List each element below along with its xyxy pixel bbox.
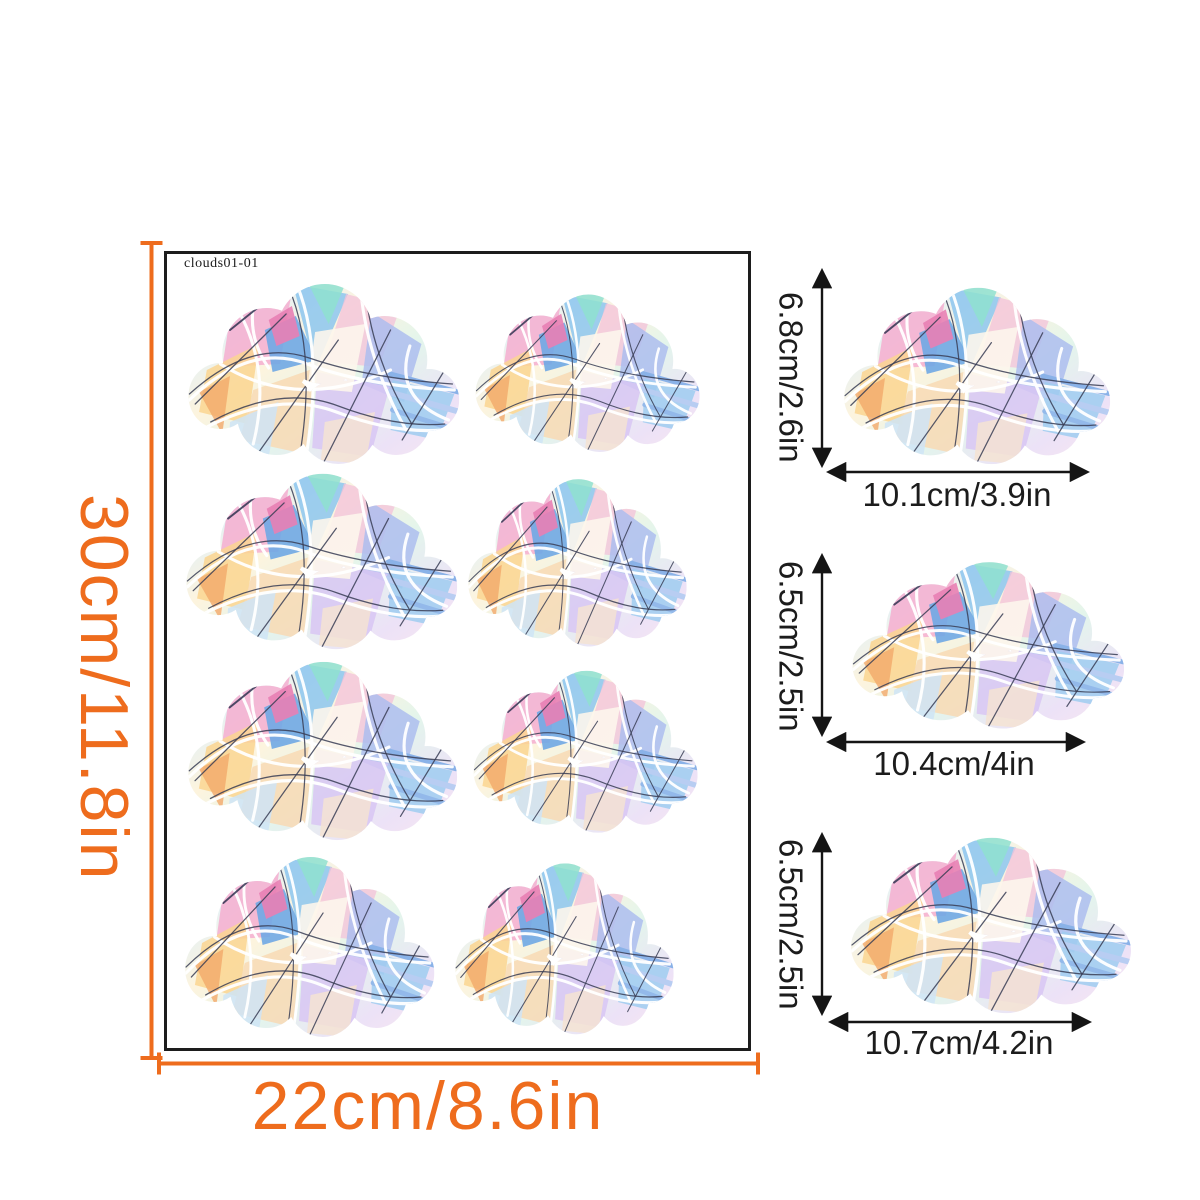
single-cloud-samples: [828, 276, 1134, 1021]
single2-width-label: 10.4cm/4in: [873, 745, 1035, 782]
sheet-width-label: 22cm/8.6in: [251, 1068, 605, 1144]
sheet-width-line: [157, 1052, 760, 1075]
single-cloud-1: [828, 276, 1113, 472]
single-cloud-3: [834, 826, 1134, 1021]
single1-height-label: 6.8cm/2.6in: [772, 291, 810, 463]
single-cloud-2: [836, 551, 1127, 736]
single-dimension-arrows: [811, 267, 1093, 1033]
sheet-dimension-lines: [140, 241, 760, 1075]
single2-height-label: 6.5cm/2.5in: [772, 560, 810, 732]
sheet-id-label: clouds01-01: [184, 256, 259, 271]
single3-width-label: 10.7cm/4.2in: [864, 1024, 1054, 1061]
sheet-height-label: 30cm/11.8in: [66, 494, 142, 882]
single3-height-label: 6.5cm/2.5in: [772, 838, 810, 1010]
single1-width-label: 10.1cm/3.9in: [862, 476, 1052, 513]
